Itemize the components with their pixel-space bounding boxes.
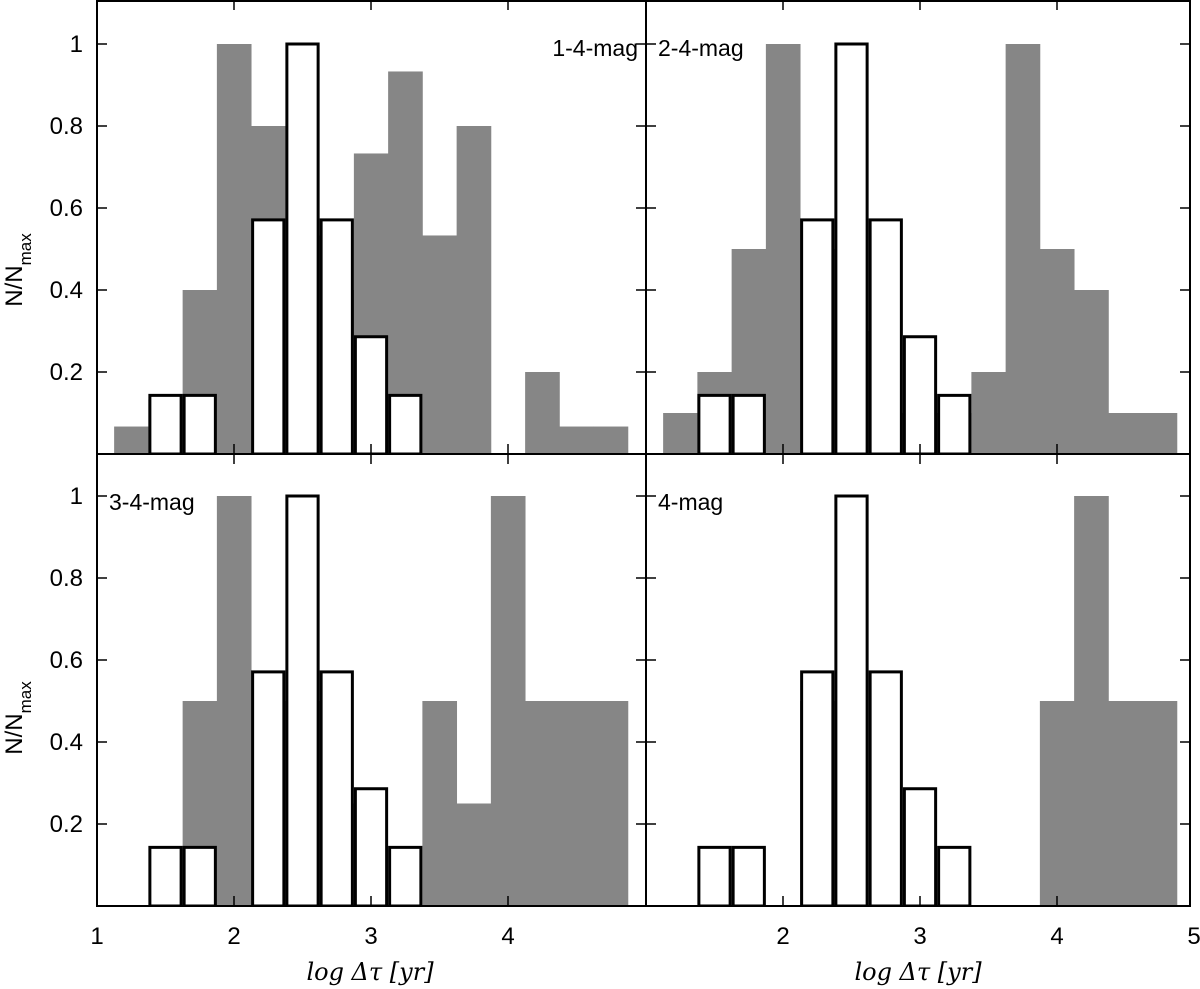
filled-bar	[1005, 44, 1041, 454]
filled-bar	[388, 71, 423, 454]
filled-bar	[456, 803, 492, 906]
filled-bar	[1074, 496, 1109, 906]
y-tick-label: 0.4	[50, 277, 83, 304]
filled-bar	[663, 413, 698, 454]
panel-3	[148, 494, 629, 906]
outline-bar	[353, 787, 389, 906]
x-tick-label: 2	[227, 923, 240, 950]
filled-bar	[216, 496, 252, 906]
panel-4	[697, 494, 1178, 906]
filled-bar	[593, 426, 629, 454]
outline-bar	[353, 335, 389, 454]
y-tick-label: 0.4	[50, 729, 83, 756]
outline-bar	[148, 845, 183, 906]
outline-bar	[868, 670, 903, 906]
outline-bar	[182, 393, 217, 454]
outline-bar	[834, 494, 869, 906]
panels-group: 1-4-mag 2-4-mag 3-4-mag 4-mag	[109, 35, 1178, 906]
y-tick-label: 0.8	[50, 113, 83, 140]
y-tick-label: 0.2	[50, 811, 83, 838]
panel-label: 4-mag	[658, 489, 723, 515]
outline-bar	[731, 393, 766, 454]
panel-2	[663, 42, 1178, 454]
filled-bar	[593, 701, 629, 906]
y-axis-title-main: N/N	[1, 265, 28, 306]
y-axis-title-sub: max	[16, 681, 35, 714]
filled-bar	[490, 496, 526, 906]
filled-bar	[114, 426, 149, 454]
y-axis-title-top: N/Nmax	[1, 233, 35, 307]
y-tick-label: 1	[70, 31, 83, 58]
x-tick-label: 4	[501, 923, 514, 950]
panel-1	[114, 42, 629, 454]
outline-bar	[182, 845, 217, 906]
filled-bar	[1108, 701, 1144, 906]
x-tick-label: 4	[1050, 923, 1063, 950]
outline-bar	[285, 42, 320, 454]
filled-bar	[525, 701, 560, 906]
x-tick-label: 1	[90, 923, 103, 950]
outline-bar	[251, 670, 286, 906]
filled-bar	[1074, 290, 1109, 454]
filled-bar	[559, 426, 595, 454]
outline-bar	[388, 845, 423, 906]
panel-label: 3-4-mag	[109, 489, 195, 515]
outline-bar	[902, 787, 938, 906]
y-axis-title-main: N/N	[1, 713, 28, 754]
axes-group: 0.2 0.4 0.6 0.8 1 0.2 0.4 0.6 0.8 1 1 2 3 4 2 3 4 5	[50, 0, 1200, 950]
y-tick-label: 0.6	[50, 195, 83, 222]
panel-label: 1-4-mag	[552, 35, 638, 61]
outline-bar	[251, 218, 286, 454]
outline-bar	[834, 42, 869, 454]
filled-bar	[1039, 249, 1075, 454]
outline-bar	[937, 393, 972, 454]
outline-bar	[388, 393, 423, 454]
x-axis-title-right: log Δτ [yr]	[854, 958, 982, 986]
filled-bar	[525, 372, 560, 454]
filled-bar	[765, 44, 801, 454]
outline-bar	[148, 393, 183, 454]
filled-bar	[422, 701, 458, 906]
x-axis-title-left: log Δτ [yr]	[306, 958, 434, 986]
outline-bar	[319, 670, 354, 906]
outline-bar	[800, 218, 835, 454]
outline-bar	[731, 845, 766, 906]
filled-bar	[422, 235, 458, 454]
outline-bar	[697, 393, 732, 454]
filled-bar	[1108, 413, 1144, 454]
y-tick-label: 0.2	[50, 359, 83, 386]
x-tick-label: 5	[1187, 923, 1200, 950]
outline-bar	[319, 218, 354, 454]
outline-bar	[285, 494, 320, 906]
filled-bar	[216, 44, 252, 454]
y-tick-label: 0.8	[50, 565, 83, 592]
outline-bar	[697, 845, 732, 906]
filled-bar	[559, 701, 595, 906]
y-tick-label: 1	[70, 483, 83, 510]
outline-bar	[902, 335, 938, 454]
filled-bar	[1039, 701, 1075, 906]
filled-bar	[1142, 701, 1178, 906]
filled-bar	[1142, 413, 1178, 454]
filled-bar	[456, 126, 492, 454]
outline-bar	[800, 670, 835, 906]
outline-bar	[868, 218, 903, 454]
y-tick-label: 0.6	[50, 647, 83, 674]
y-axis-title-bottom: N/Nmax	[1, 681, 35, 755]
filled-bar	[971, 372, 1007, 454]
y-axis-title-sub: max	[16, 233, 35, 266]
x-tick-label: 2	[776, 923, 789, 950]
outline-bar	[937, 845, 972, 906]
panel-label: 2-4-mag	[658, 35, 744, 61]
x-tick-label: 3	[364, 923, 377, 950]
x-tick-label: 3	[913, 923, 926, 950]
